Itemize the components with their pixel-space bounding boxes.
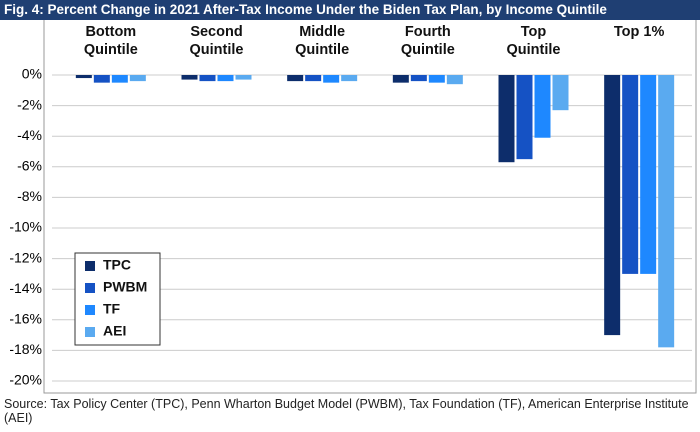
legend-swatch xyxy=(85,327,95,337)
bar xyxy=(428,75,445,83)
bar xyxy=(392,75,409,83)
bar xyxy=(129,75,146,82)
bar xyxy=(658,75,675,348)
bar xyxy=(75,75,92,79)
bar xyxy=(287,75,304,82)
y-tick-label: -2% xyxy=(17,96,42,112)
bar xyxy=(93,75,110,83)
bar xyxy=(341,75,358,82)
legend-label: AEI xyxy=(103,323,126,339)
y-tick-label: 0% xyxy=(22,66,42,82)
bar xyxy=(111,75,128,83)
bar xyxy=(640,75,657,274)
category-label: Second Quintile xyxy=(189,24,244,58)
bar xyxy=(446,75,463,85)
legend-swatch xyxy=(85,305,95,315)
y-tick-label: -18% xyxy=(9,341,42,357)
bar xyxy=(498,75,515,163)
legend-swatch xyxy=(85,261,95,271)
category-label: Middle Quintile xyxy=(295,24,350,58)
bar xyxy=(235,75,252,80)
y-tick-label: -10% xyxy=(9,219,42,235)
bar xyxy=(622,75,639,274)
bar xyxy=(305,75,322,82)
category-label: Top Quintile xyxy=(506,24,561,58)
bar xyxy=(552,75,569,111)
bar xyxy=(604,75,621,336)
legend-label: TF xyxy=(103,301,121,317)
bar xyxy=(217,75,234,82)
legend-swatch xyxy=(85,283,95,293)
category-label: Bottom Quintile xyxy=(83,24,138,58)
bar xyxy=(199,75,216,82)
chart-title: Fig. 4: Percent Change in 2021 After-Tax… xyxy=(0,0,700,20)
y-tick-label: -6% xyxy=(17,158,42,174)
y-tick-label: -12% xyxy=(9,249,42,265)
y-tick-label: -8% xyxy=(17,188,42,204)
legend-label: PWBM xyxy=(103,279,147,295)
y-tick-label: -4% xyxy=(17,127,42,143)
legend-label: TPC xyxy=(103,257,131,273)
category-label: Fourth Quintile xyxy=(400,24,455,58)
source-note: Source: Tax Policy Center (TPC), Penn Wh… xyxy=(4,397,689,425)
bar xyxy=(516,75,533,160)
bar xyxy=(410,75,427,82)
category-label: Top 1% xyxy=(613,24,665,40)
y-tick-label: -14% xyxy=(9,280,42,296)
bar xyxy=(181,75,198,80)
bar xyxy=(534,75,551,138)
y-tick-label: -20% xyxy=(9,372,42,388)
y-tick-label: -16% xyxy=(9,311,42,327)
bar xyxy=(323,75,340,83)
